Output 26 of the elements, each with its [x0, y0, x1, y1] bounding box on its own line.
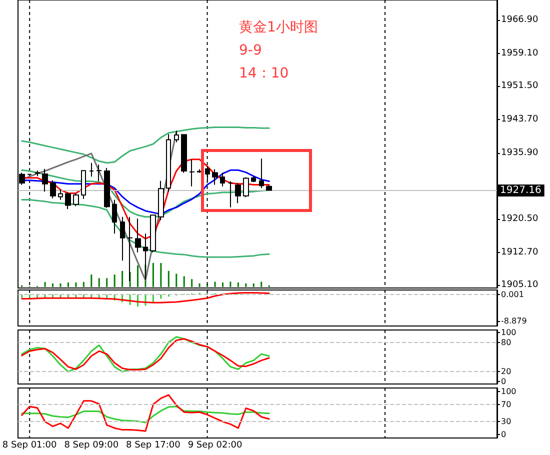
annotation: 14：10	[239, 66, 289, 82]
y-tick-label: 100	[501, 328, 516, 337]
y-tick-label: 30	[501, 417, 512, 426]
x-tick-label: 9 Sep 02:00	[188, 440, 242, 450]
y-tick-label: 0	[501, 377, 506, 386]
y-tick-label: 70	[501, 400, 512, 409]
y-tick-label: 0	[501, 430, 506, 440]
y-tick-label: 1912.70	[501, 247, 538, 258]
y-tick-label: 1943.70	[501, 114, 538, 125]
y-tick-label: 1966.90	[501, 15, 538, 26]
y-tick-label: 0.001	[501, 290, 524, 299]
y-tick-label: 1905.10	[501, 280, 538, 290]
x-tick-label: 8 Sep 01:00	[2, 440, 58, 450]
y-tick-label: 80	[501, 338, 512, 347]
y-tick-label: 1959.10	[501, 48, 538, 59]
annotation: 黄金1小时图	[239, 20, 318, 36]
x-tick-label: 8 Sep 09:00	[64, 440, 119, 450]
y-tick-label: -8.879	[501, 316, 527, 326]
y-tick-label: 100	[501, 386, 516, 396]
y-tick-label: 1935.90	[501, 148, 538, 158]
x-tick-label: 8 Sep 17:00	[126, 440, 181, 450]
y-tick-label: 20	[501, 367, 512, 376]
y-tick-label: 1920.50	[501, 214, 538, 224]
ref-line-label: 1927.16	[500, 184, 542, 196]
y-tick-label: 1951.50	[501, 81, 538, 92]
annotation: 9-9	[239, 42, 262, 58]
